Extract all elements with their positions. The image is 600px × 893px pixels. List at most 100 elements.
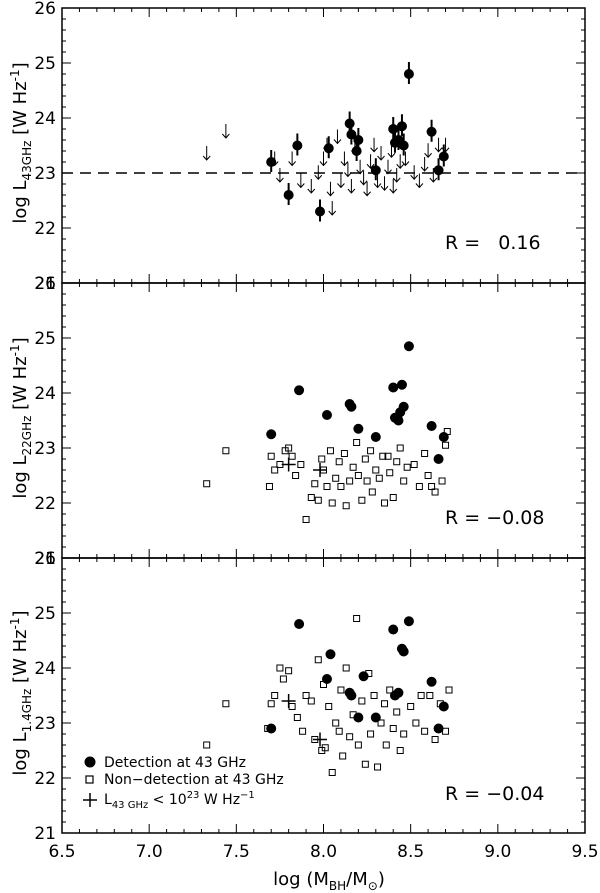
non-detection-square (318, 455, 326, 463)
y-tick-label: 25 (34, 54, 56, 74)
upper-limit-arrow (384, 159, 392, 175)
y-tick-label: 22 (34, 769, 56, 789)
upper-limit-arrow (401, 151, 410, 167)
non-detection-square (353, 439, 361, 446)
non-detection-square (396, 747, 404, 754)
detection-point (353, 135, 364, 145)
non-detection-square (346, 477, 354, 485)
limit-cross (313, 732, 328, 747)
non-detection-square (302, 692, 310, 699)
upper-limit-arrow (288, 151, 296, 167)
upper-limit-arrow (359, 170, 368, 186)
non-detection-square (302, 516, 310, 523)
detection-point (346, 401, 357, 412)
non-detection-square (389, 725, 397, 732)
non-detection-square (203, 741, 211, 749)
r-label-43ghz: R = 0.16 (445, 232, 541, 254)
detection-point (266, 157, 277, 167)
y-tick-label: 24 (34, 659, 56, 679)
non-detection-square (222, 700, 230, 708)
non-detection-square (382, 741, 390, 749)
non-detection-square (307, 697, 315, 705)
upper-limit-arrow (202, 146, 211, 161)
non-detection-square (337, 686, 345, 694)
detection-point (351, 146, 362, 156)
non-detection-square (349, 463, 357, 471)
non-detection-square (340, 450, 348, 457)
legend-cross-marker (83, 793, 97, 807)
non-detection-square (438, 477, 446, 485)
detection-point (396, 121, 407, 132)
detection-point (294, 619, 305, 629)
detection-point (393, 687, 404, 698)
non-detection-square (424, 472, 432, 479)
upper-limit-arrow (434, 137, 443, 153)
x-tick-label: 7.5 (223, 842, 250, 862)
non-detection-square (361, 455, 369, 463)
detection-point (396, 379, 407, 390)
legend-nondetection-marker (85, 775, 94, 784)
upper-limit-arrow (396, 154, 405, 170)
detection-point (433, 723, 444, 734)
x-tick-label: 9.0 (484, 842, 511, 862)
non-detection-square (445, 686, 453, 694)
upper-limit-arrow (276, 168, 284, 183)
non-detection-square (389, 494, 397, 501)
detection-point (325, 649, 336, 660)
non-detection-square (332, 474, 340, 482)
r-label-1.4ghz: R = −0.04 (445, 783, 544, 805)
upper-limit-arrow (380, 176, 389, 192)
non-detection-square (415, 483, 423, 490)
detection-point (321, 674, 332, 684)
y-tick-label: 23 (34, 164, 56, 184)
upper-limit-arrow (347, 179, 356, 194)
non-detection-square (354, 741, 362, 749)
non-detection-square (342, 664, 350, 672)
non-detection-square (393, 708, 401, 716)
non-detection-square (267, 452, 275, 460)
non-detection-square (203, 480, 211, 488)
detection-point (353, 423, 364, 434)
non-detection-square (222, 447, 230, 455)
legend-detection-label: Detection at 43 GHz (104, 755, 246, 771)
detection-point (292, 140, 303, 151)
upper-limit-arrow (340, 151, 349, 167)
detection-point (403, 616, 414, 627)
upper-limit-arrow (363, 181, 371, 197)
upper-limit-arrow (221, 124, 230, 139)
upper-limit-arrow (429, 168, 438, 183)
detection-point (433, 454, 444, 464)
x-tick-label: 9.5 (571, 842, 598, 862)
non-detection-square (297, 461, 305, 468)
non-detection-square (426, 692, 434, 699)
detection-point (321, 410, 332, 420)
non-detection-square (326, 447, 334, 455)
upper-limit-arrow (328, 201, 337, 216)
upper-limit-arrow (344, 162, 352, 178)
non-detection-square (285, 444, 293, 452)
non-detection-square (346, 733, 354, 741)
detection-point (323, 143, 334, 154)
non-detection-square (353, 615, 361, 622)
detection-point (315, 206, 326, 217)
non-detection-square (342, 502, 350, 510)
upper-limit-arrow (296, 173, 305, 189)
non-detection-square (372, 466, 380, 474)
legend-nondetection-label: Non−detection at 43 GHz (104, 772, 284, 788)
detection-point (398, 140, 409, 151)
upper-limit-arrow (356, 159, 364, 175)
detection-point (388, 124, 399, 134)
non-detection-square (307, 494, 315, 501)
non-detection-square (412, 719, 420, 727)
legend-limit-label: L43 GHz < 1023 W Hz−1 (104, 790, 255, 811)
non-detection-square (299, 727, 307, 735)
y-tick-label: 24 (34, 109, 56, 129)
limit-cross (281, 457, 296, 472)
non-detection-square (339, 752, 347, 760)
non-detection-square (386, 469, 394, 477)
detection-point (370, 712, 381, 723)
limit-cross (313, 463, 328, 477)
non-detection-square (335, 458, 343, 466)
detection-point (398, 401, 409, 412)
